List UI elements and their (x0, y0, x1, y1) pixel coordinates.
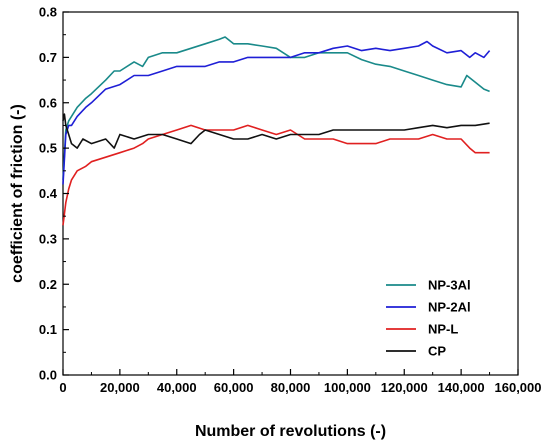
y-axis: 0.0 0.1 0.2 0.3 0.4 0.5 0.6 0.7 0.8 (39, 5, 69, 383)
x-tick-label: 140,000 (438, 380, 485, 395)
legend-label: NP-2Al (428, 300, 471, 315)
x-axis-title: Number of revolutions (-) (195, 423, 386, 440)
y-tick-label: 0.0 (39, 368, 57, 383)
y-tick-label: 0.3 (39, 231, 57, 246)
y-tick-label: 0.7 (39, 50, 57, 65)
series-line-np-2al (62, 40, 491, 185)
legend-label: NP-L (428, 322, 458, 337)
x-tick-label: 0 (59, 380, 66, 395)
series-line-cp (62, 113, 490, 149)
legend-label: CP (428, 344, 446, 359)
legend-label: NP-3Al (428, 278, 471, 293)
x-tick-label: 160,000 (495, 380, 542, 395)
series-line-np-3al (62, 36, 490, 180)
y-tick-label: 0.1 (39, 322, 57, 337)
y-tick-label: 0.4 (39, 186, 58, 201)
y-tick-label: 0.5 (39, 141, 57, 156)
series-line-np-l (62, 124, 490, 226)
x-tick-label: 120,000 (381, 380, 428, 395)
x-axis: 0 20,000 40,000 60,000 80,000 100,000 120,000 1… (59, 369, 542, 395)
x-tick-label: 100,000 (324, 380, 371, 395)
y-tick-label: 0.8 (39, 5, 57, 20)
x-tick-label: 60,000 (214, 380, 254, 395)
x-tick-label: 80,000 (271, 380, 311, 395)
y-axis-title: coefficient of friction (-) (9, 104, 26, 283)
x-tick-label: 20,000 (100, 380, 140, 395)
series-layer (62, 36, 491, 226)
y-tick-label: 0.6 (39, 95, 57, 110)
y-tick-label: 0.2 (39, 277, 57, 292)
legend: NP-3Al NP-2Al NP-L CP (386, 278, 471, 359)
x-tick-label: 40,000 (157, 380, 197, 395)
